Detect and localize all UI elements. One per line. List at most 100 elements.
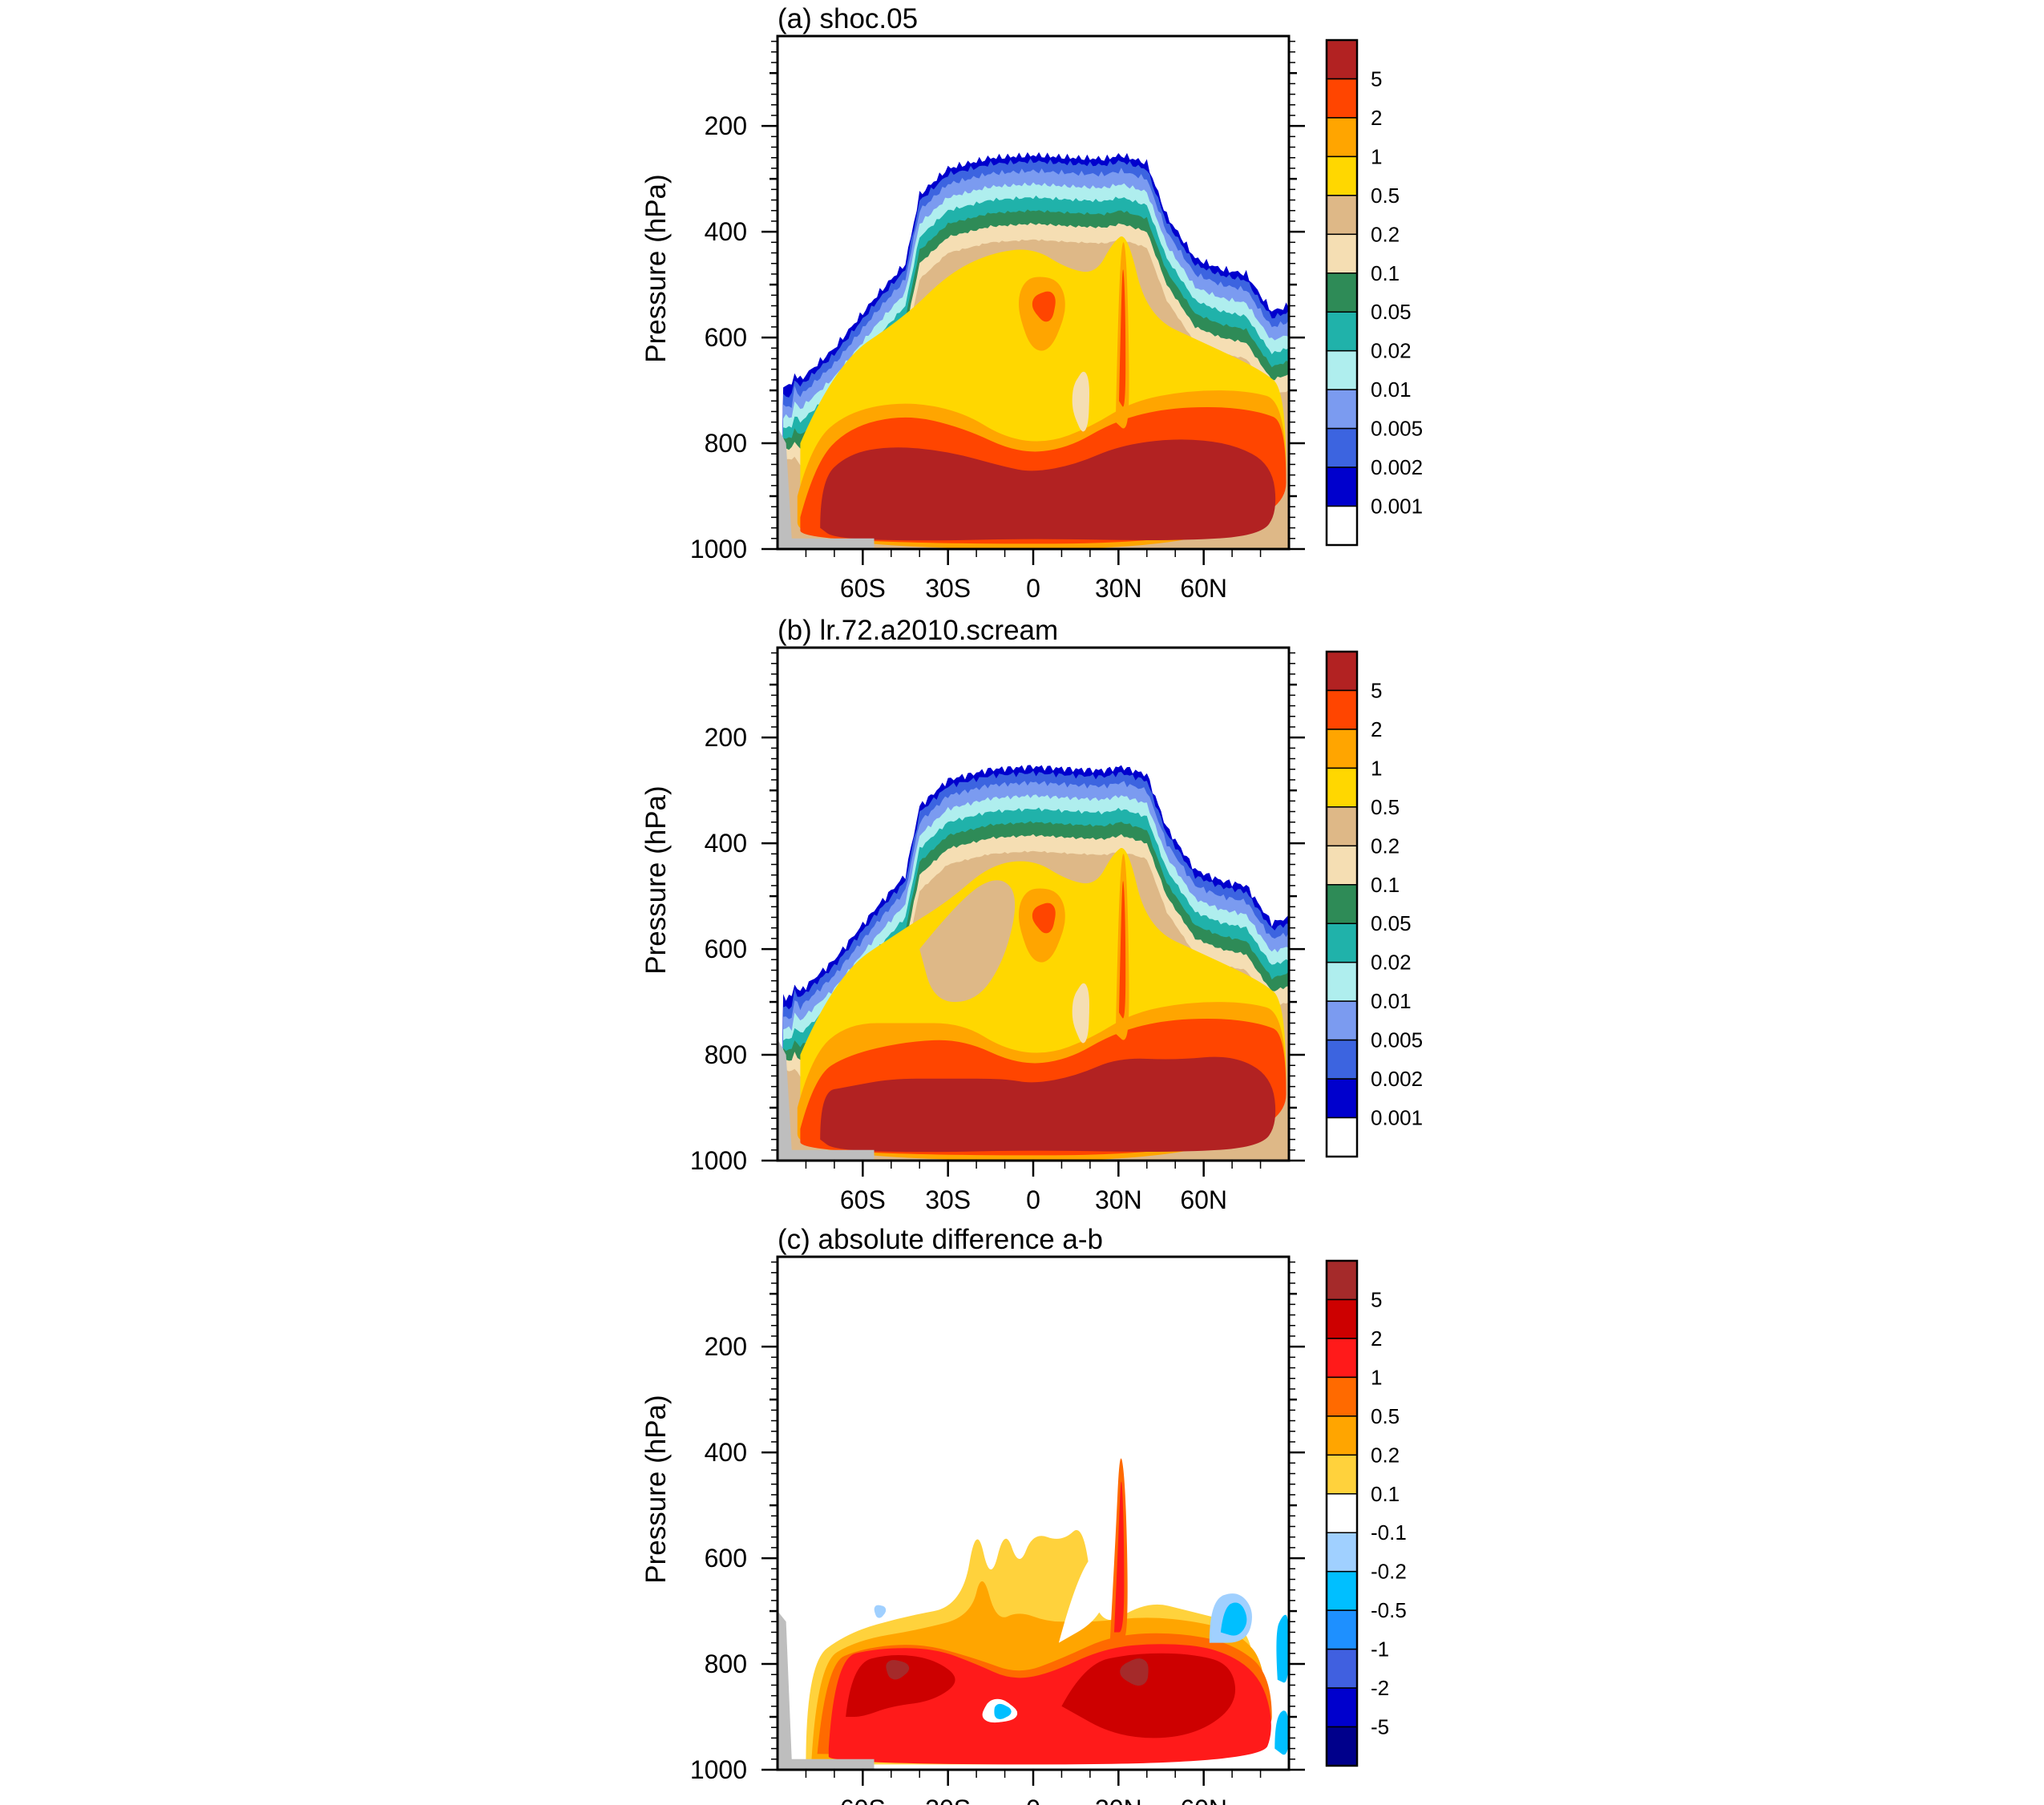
colorbar-swatch <box>1326 1260 1358 1301</box>
colorbar-swatch <box>1326 311 1358 352</box>
colorbar-label: 1 <box>1371 756 1382 780</box>
colorbar-swatch <box>1326 505 1358 546</box>
topography <box>778 1611 875 1770</box>
contour-field <box>778 151 1289 549</box>
colorbar-swatch <box>1326 349 1358 390</box>
colorbar-label: 0.01 <box>1371 378 1412 402</box>
colorbar: 5 2 1 0.5 0.2 0.1 0.05 0.02 0.01 0.005 0.002 0.001 <box>1325 650 1423 1158</box>
panel-title: (c) absolute difference a-b <box>778 1224 1103 1255</box>
colorbar: 5 2 1 0.5 0.2 0.1 -0.1 -0.2 -0.5 -1 -2 -5 <box>1325 1259 1407 1767</box>
x-tick-label: 30N <box>1095 1185 1142 1214</box>
colorbar-label: 1 <box>1371 144 1382 168</box>
x-tick-label: 0 <box>1026 574 1040 603</box>
colorbar-label: 0.5 <box>1371 1404 1400 1428</box>
x-tick-label: 60N <box>1180 1185 1227 1214</box>
colorbar-label: 0.001 <box>1371 1106 1423 1130</box>
colorbar-swatch <box>1326 884 1358 924</box>
colorbar-swatch <box>1326 651 1358 692</box>
x-tick-label: 30S <box>925 1795 971 1805</box>
colorbar-label: 0.5 <box>1371 184 1400 208</box>
colorbar-swatch <box>1326 1039 1358 1080</box>
colorbar-label: 0.01 <box>1371 989 1412 1013</box>
colorbar-label: 0.2 <box>1371 222 1400 246</box>
x-tick-label: 30S <box>925 574 971 603</box>
colorbar-swatch <box>1326 1493 1358 1533</box>
x-tick-label: 60S <box>840 1795 886 1805</box>
colorbar-label: 5 <box>1371 67 1382 91</box>
colorbar-label: 0.1 <box>1371 873 1400 897</box>
colorbar-swatch <box>1326 923 1358 963</box>
colorbar-swatch <box>1326 233 1358 274</box>
x-tick-label: 60S <box>840 1185 886 1214</box>
y-tick-label: 1000 <box>690 1755 747 1784</box>
y-tick-label: 200 <box>705 723 747 752</box>
colorbar-swatch <box>1326 39 1358 80</box>
colorbar-swatch <box>1326 961 1358 1002</box>
topography <box>778 427 875 549</box>
panel-a: (a) shoc.05 200 400 600 800 1000 60S 30S 0 30N 60N… <box>640 3 1423 603</box>
contour-band <box>1114 1481 1125 1633</box>
colorbar-frame <box>1325 650 1359 1158</box>
colorbar-label: 0.002 <box>1371 1067 1423 1091</box>
colorbar-frame <box>1325 38 1359 547</box>
colorbar-swatch <box>1326 155 1358 196</box>
y-tick-label: 600 <box>705 323 747 352</box>
colorbar-swatch <box>1326 689 1358 730</box>
colorbar-swatch <box>1326 1078 1358 1119</box>
y-tick-label: 800 <box>705 1650 747 1678</box>
colorbar-swatch <box>1326 78 1358 119</box>
y-tick-label: 800 <box>705 1040 747 1069</box>
colorbar-swatch <box>1326 1117 1358 1157</box>
x-tick-label: 0 <box>1026 1185 1040 1214</box>
contour-band <box>1119 269 1126 407</box>
colorbar-swatch <box>1326 1648 1358 1689</box>
contour-band <box>919 880 1016 1003</box>
colorbar-label: 1 <box>1371 1365 1382 1389</box>
x-tick-label: 30N <box>1095 574 1142 603</box>
colorbar-label: 0.02 <box>1371 951 1412 975</box>
colorbar-swatch <box>1326 1532 1358 1573</box>
colorbar-frame <box>1325 1259 1359 1767</box>
contour-band <box>1061 1653 1236 1738</box>
contour-band <box>820 439 1276 541</box>
y-tick-label: 400 <box>705 829 747 858</box>
colorbar-swatch <box>1326 1338 1358 1379</box>
colorbar-swatch <box>1326 389 1358 430</box>
y-tick-label: 600 <box>705 1544 747 1573</box>
contour-band <box>1120 1658 1149 1686</box>
x-tick-label: 60N <box>1180 1795 1227 1805</box>
colorbar-label: 2 <box>1371 1326 1382 1351</box>
colorbar-label: 0.005 <box>1371 1028 1423 1052</box>
contour-band <box>1220 1602 1247 1636</box>
colorbar-label: 0.2 <box>1371 834 1400 858</box>
colorbar-swatch <box>1326 1609 1358 1650</box>
colorbar-swatch <box>1326 273 1358 313</box>
y-tick-label: 400 <box>705 1438 747 1467</box>
contour-band <box>820 1056 1276 1153</box>
x-tick-label: 30S <box>925 1185 971 1214</box>
colorbar-swatch <box>1326 1000 1358 1041</box>
colorbar-swatch <box>1326 767 1358 808</box>
panel-c: (c) absolute difference a-b 200 400 600 800 1… <box>640 1224 1407 1805</box>
contour-band <box>1072 983 1089 1044</box>
panel-b: (b) lr.72.a2010.scream 200 400 600 800 1000 60… <box>640 615 1423 1214</box>
x-tick-label: 60N <box>1180 574 1227 603</box>
colorbar-swatch <box>1326 1726 1358 1767</box>
colorbar-swatch <box>1326 1454 1358 1495</box>
panel-title: (a) shoc.05 <box>778 3 918 34</box>
colorbar-swatch <box>1326 729 1358 769</box>
topography <box>778 1039 875 1161</box>
panel-title: (b) lr.72.a2010.scream <box>778 615 1058 646</box>
colorbar-label: 0.002 <box>1371 455 1423 479</box>
contour-band <box>994 1703 1012 1719</box>
y-tick-label: 200 <box>705 111 747 140</box>
contour-band <box>1058 1553 1108 1643</box>
y-tick-label: 600 <box>705 935 747 963</box>
contour-band <box>846 1655 955 1717</box>
y-axis-label: Pressure (hPa) <box>640 785 672 974</box>
colorbar-label: 0.1 <box>1371 261 1400 285</box>
contour-band <box>1032 291 1056 322</box>
colorbar-swatch <box>1326 466 1358 507</box>
contour-field <box>778 765 1289 1161</box>
colorbar-swatch <box>1326 1687 1358 1728</box>
